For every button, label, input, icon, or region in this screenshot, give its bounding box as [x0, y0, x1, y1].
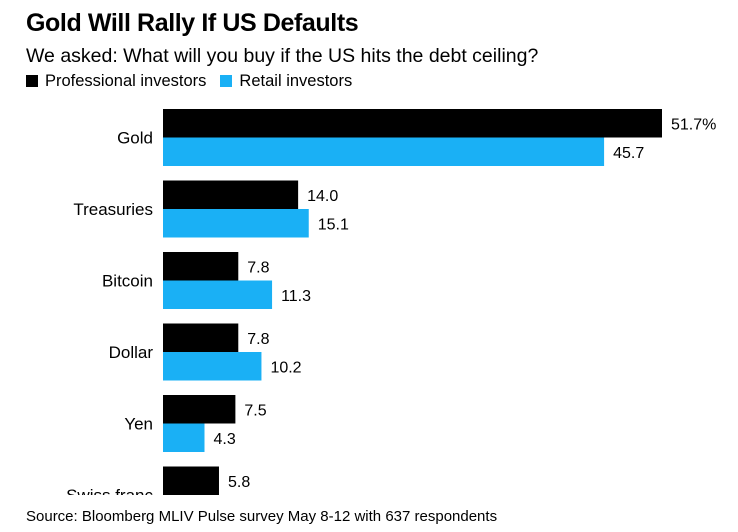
chart-subtitle: We asked: What will you buy if the US hi… — [26, 45, 539, 67]
value-label-professional-yen: 7.5 — [244, 402, 266, 419]
value-label-retail-treasuries: 15.1 — [318, 216, 349, 233]
value-label-retail-dollar: 10.2 — [270, 359, 301, 376]
chart-source: Source: Bloomberg MLIV Pulse survey May … — [26, 508, 498, 525]
chart-legend: Professional investors Retail investors — [26, 71, 366, 91]
bar-retail-treasuries — [163, 209, 309, 238]
legend-item-professional: Professional investors — [26, 72, 206, 91]
bar-retail-swiss-franc — [163, 495, 227, 496]
value-label-retail-yen: 4.3 — [214, 431, 236, 448]
legend-item-retail: Retail investors — [220, 72, 352, 91]
category-label-gold: Gold — [117, 129, 153, 148]
category-label-yen: Yen — [124, 415, 153, 434]
legend-label-retail: Retail investors — [239, 71, 353, 90]
category-label-bitcoin: Bitcoin — [102, 272, 153, 291]
legend-label-professional: Professional investors — [45, 71, 207, 90]
bar-chart-plot: Gold 51.7% 45.7 Treasuries 14.0 15.1 Bitcoin 7.… — [66, 109, 716, 496]
value-label-professional-treasuries: 14.0 — [307, 188, 338, 205]
value-label-retail-bitcoin: 11.3 — [281, 288, 311, 305]
legend-swatch-retail — [220, 75, 233, 87]
value-label-retail-gold: 45.7 — [613, 145, 644, 162]
bar-retail-gold — [163, 137, 605, 166]
bar-professional-yen — [163, 395, 236, 424]
category-label-swiss-franc: Swiss franc — [66, 486, 153, 496]
bar-retail-bitcoin — [163, 280, 273, 309]
bar-professional-treasuries — [163, 180, 299, 209]
bar-retail-yen — [163, 423, 205, 452]
category-label-dollar: Dollar — [109, 343, 154, 362]
chart-title: Gold Will Rally If US Defaults — [26, 9, 359, 37]
value-label-professional-bitcoin: 7.8 — [247, 259, 269, 276]
bar-professional-dollar — [163, 323, 239, 352]
bar-professional-swiss-franc — [163, 466, 219, 495]
value-label-professional-swiss-franc: 5.8 — [228, 474, 250, 491]
legend-swatch-professional — [26, 75, 38, 87]
bar-professional-bitcoin — [163, 252, 239, 281]
category-label-treasuries: Treasuries — [73, 200, 153, 219]
value-label-professional-gold: 51.7% — [671, 116, 716, 133]
bar-professional-gold — [163, 109, 662, 138]
value-label-professional-dollar: 7.8 — [247, 331, 269, 348]
bar-retail-dollar — [163, 352, 262, 381]
